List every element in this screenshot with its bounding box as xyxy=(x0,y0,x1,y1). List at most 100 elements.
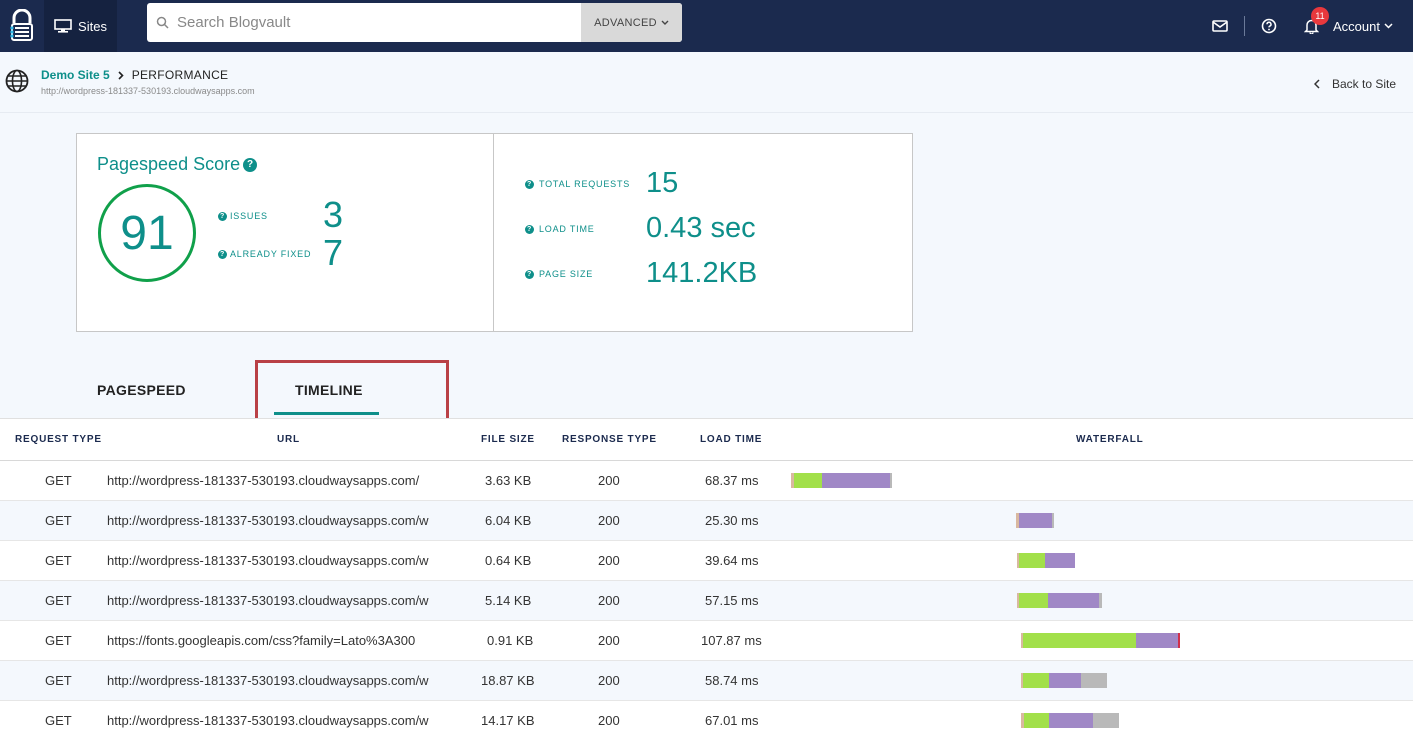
table-header: REQUEST TYPE URL FILE SIZE RESPONSE TYPE… xyxy=(0,419,1413,461)
header-response-type: RESPONSE TYPE xyxy=(562,434,657,445)
notifications-button[interactable]: 11 xyxy=(1295,0,1330,52)
waterfall-segment-receive xyxy=(1049,713,1093,728)
pagespeed-title: Pagespeed Score ? xyxy=(97,154,258,175)
table-row[interactable]: GET http://wordpress-181337-530193.cloud… xyxy=(0,581,1413,621)
response-code: 200 xyxy=(598,473,620,488)
performance-overview: Pagespeed Score ? 91 ? ISSUES 3 ? ALREAD… xyxy=(0,113,1413,425)
table-row[interactable]: GET http://wordpress-181337-530193.cloud… xyxy=(0,541,1413,581)
help-button[interactable] xyxy=(1253,0,1285,52)
back-to-site-link[interactable]: Back to Site xyxy=(1313,77,1396,91)
site-url: http://wordpress-181337-530193.cloudways… xyxy=(41,86,255,96)
response-code: 200 xyxy=(598,673,620,688)
globe-icon xyxy=(5,69,29,98)
request-url: http://wordpress-181337-530193.cloudways… xyxy=(107,713,429,728)
help-icon[interactable]: ? xyxy=(525,269,534,279)
advanced-search-button[interactable]: ADVANCED xyxy=(581,3,682,42)
load-time-label-text: LOAD TIME xyxy=(539,224,595,234)
load-time-value: 0.43 sec xyxy=(646,212,756,244)
waterfall-segment-connect xyxy=(791,473,794,488)
header-file-size: FILE SIZE xyxy=(481,434,535,445)
file-size: 18.87 KB xyxy=(481,673,535,688)
total-requests-value: 15 xyxy=(646,167,679,199)
file-size: 0.64 KB xyxy=(485,553,532,568)
waterfall-segment-connect xyxy=(1017,553,1019,568)
issues-value: 3 xyxy=(323,194,344,235)
view-tabs: PAGESPEED TIMELINE xyxy=(0,360,1413,425)
blogvault-logo[interactable] xyxy=(0,0,44,52)
response-code: 200 xyxy=(598,553,620,568)
response-code: 200 xyxy=(598,713,620,728)
table-row[interactable]: GET http://wordpress-181337-530193.cloud… xyxy=(0,701,1413,730)
already-fixed-label: ? ALREADY FIXED xyxy=(218,249,311,259)
site-header: Demo Site 5 PERFORMANCE http://wordpress… xyxy=(0,52,1413,113)
table-row[interactable]: GET https://fonts.googleapis.com/css?fam… xyxy=(0,621,1413,661)
waterfall-segment-receive xyxy=(1048,593,1099,608)
mail-button[interactable] xyxy=(1204,0,1236,52)
table-row[interactable]: GET http://wordpress-181337-530193.cloud… xyxy=(0,461,1413,501)
response-code: 200 xyxy=(598,513,620,528)
chevron-down-icon xyxy=(661,20,669,25)
chevron-left-icon xyxy=(1313,79,1320,89)
tab-timeline[interactable]: TIMELINE xyxy=(295,382,363,398)
tab-pagespeed[interactable]: PAGESPEED xyxy=(97,382,186,398)
file-size: 3.63 KB xyxy=(485,473,532,488)
file-size: 14.17 KB xyxy=(481,713,535,728)
load-time: 58.74 ms xyxy=(705,673,759,688)
header-waterfall: WATERFALL xyxy=(1076,434,1144,445)
advanced-label: ADVANCED xyxy=(594,16,657,29)
request-url: http://wordpress-181337-530193.cloudways… xyxy=(107,553,429,568)
waterfall-segment-connect xyxy=(1017,593,1019,608)
breadcrumb: Demo Site 5 PERFORMANCE xyxy=(41,68,228,82)
pagespeed-score: 91 xyxy=(120,206,174,260)
header-load-time: LOAD TIME xyxy=(700,434,763,445)
top-nav-bar: Sites ADVANCED xyxy=(0,0,1413,52)
pagespeed-panel: Pagespeed Score ? 91 ? ISSUES 3 ? ALREAD… xyxy=(77,134,494,331)
already-fixed-value: 7 xyxy=(323,232,344,273)
page-size-label: ? PAGE SIZE xyxy=(525,269,593,279)
account-menu[interactable]: Account xyxy=(1327,19,1413,34)
help-icon[interactable]: ? xyxy=(525,179,534,189)
table-row[interactable]: GET http://wordpress-181337-530193.cloud… xyxy=(0,501,1413,541)
request-method: GET xyxy=(45,513,72,528)
chevron-right-icon xyxy=(118,70,124,80)
help-icon[interactable]: ? xyxy=(525,224,534,234)
file-size: 6.04 KB xyxy=(485,513,532,528)
waterfall-segment-idle xyxy=(1093,713,1119,728)
page-size-label-text: PAGE SIZE xyxy=(539,269,594,279)
request-method: GET xyxy=(45,673,72,688)
response-code: 200 xyxy=(598,633,620,648)
waterfall-segment-connect xyxy=(1021,713,1024,728)
account-label: Account xyxy=(1333,18,1380,34)
waterfall-segment-idle xyxy=(1052,513,1054,528)
waterfall-segment-wait xyxy=(1019,593,1048,608)
breadcrumb-site-link[interactable]: Demo Site 5 xyxy=(41,68,110,82)
help-icon[interactable]: ? xyxy=(218,249,227,259)
total-requests-label-text: TOTAL REQUESTS xyxy=(539,179,631,189)
waterfall-segment-connect xyxy=(1021,673,1023,688)
lock-logo-icon xyxy=(10,9,33,41)
back-to-site-label: Back to Site xyxy=(1331,77,1396,91)
header-request-type: REQUEST TYPE xyxy=(15,434,102,445)
waterfall-segment-idle xyxy=(890,473,892,488)
issues-label-text: ISSUES xyxy=(230,211,268,221)
mail-icon xyxy=(1212,20,1228,32)
request-url: http://wordpress-181337-530193.cloudways… xyxy=(107,673,429,688)
waterfall-segment-idle xyxy=(1081,673,1107,688)
request-method: GET xyxy=(45,593,72,608)
timeline-table: REQUEST TYPE URL FILE SIZE RESPONSE TYPE… xyxy=(0,418,1413,730)
sites-nav-tab[interactable]: Sites xyxy=(44,0,117,52)
load-time: 57.15 ms xyxy=(705,593,759,608)
help-icon[interactable]: ? xyxy=(243,157,258,172)
help-icon[interactable]: ? xyxy=(218,211,227,221)
load-time: 68.37 ms xyxy=(705,473,759,488)
metrics-panel: ? TOTAL REQUESTS 15 ? LOAD TIME 0.43 sec… xyxy=(494,134,912,331)
waterfall-segment-connect xyxy=(1021,633,1023,648)
waterfall-segment-receive xyxy=(1019,513,1052,528)
table-row[interactable]: GET http://wordpress-181337-530193.cloud… xyxy=(0,661,1413,701)
waterfall-segment-wait xyxy=(794,473,822,488)
load-time: 107.87 ms xyxy=(701,633,762,648)
search-input[interactable] xyxy=(177,3,581,42)
active-tab-indicator xyxy=(274,412,379,415)
page-size-value: 141.2KB xyxy=(646,257,758,289)
waterfall-segment-connect xyxy=(1016,513,1019,528)
